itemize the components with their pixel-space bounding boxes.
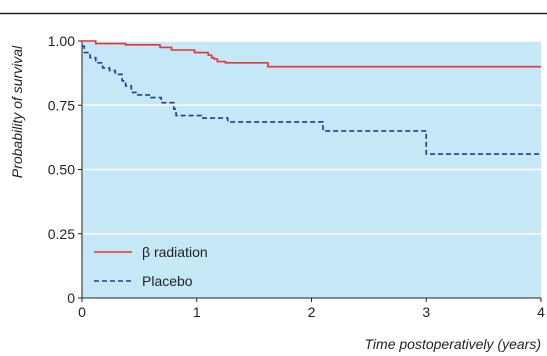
x-tick-label: 3 [422,304,430,320]
legend-label-placebo: Placebo [142,273,193,289]
x-tick-labels: 0 1 2 3 4 [78,298,545,320]
x-tick-label: 1 [193,304,201,320]
y-tick-label: 0 [67,290,75,306]
x-tick-label: 4 [537,304,545,320]
y-tick-label: 0.25 [48,226,75,242]
y-tick-label: 0.50 [48,162,75,178]
y-tick-labels: 0 0.25 0.50 0.75 1.00 [48,33,82,306]
y-tick-label: 0.75 [48,97,75,113]
series-line-placebo [82,45,541,155]
x-axis-title: Time postoperatively (years) [365,336,542,352]
y-axis-title: Probability of survival [9,45,25,178]
series-layer [82,40,541,155]
legend: β radiation Placebo [94,244,208,289]
gridlines [82,40,541,235]
y-tick-label: 1.00 [48,33,75,49]
legend-label-beta-radiation: β radiation [142,244,208,260]
series-line-beta-radiation [82,40,541,68]
x-tick-label: 2 [308,304,316,320]
x-tick-label: 0 [78,304,86,320]
